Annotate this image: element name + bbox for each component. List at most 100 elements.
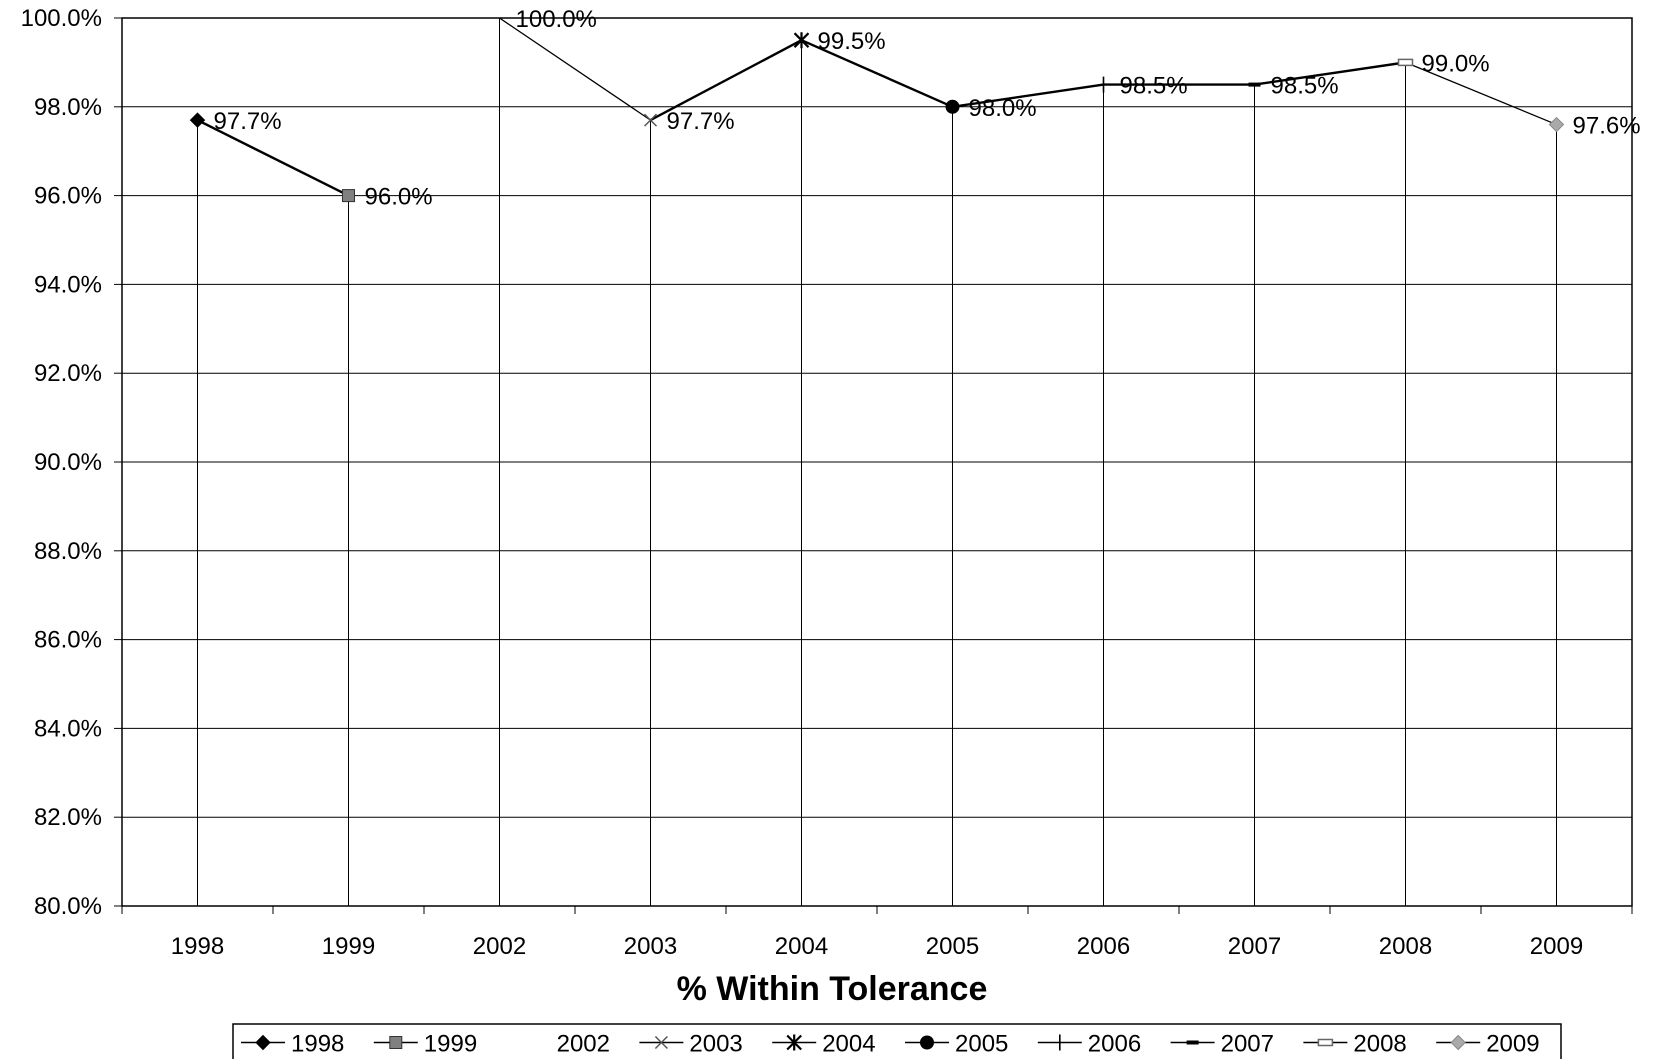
legend-marker-1998 (255, 1034, 271, 1051)
y-tick-label: 86.0% (34, 627, 102, 654)
x-tick-label: 1998 (171, 933, 224, 960)
legend-label-2003: 2003 (689, 1031, 742, 1058)
data-label-2002: 100.0% (516, 6, 597, 33)
series-line-2007-2008 (1254, 61, 1406, 86)
marker-2005 (945, 99, 960, 114)
marker-1999-shape (342, 189, 355, 203)
marker-2003 (643, 113, 658, 127)
y-tick-label: 90.0% (34, 449, 102, 476)
series-line-2008-2009 (1405, 61, 1557, 126)
x-tick-label: 2002 (473, 933, 526, 960)
series-lines (196, 17, 1557, 197)
marker-2007 (1248, 82, 1261, 87)
marker-1998 (189, 112, 206, 128)
legend-item-2008: 2008 (1303, 1031, 1407, 1058)
data-label-2006: 98.5% (1120, 73, 1188, 100)
data-label-2009: 97.6% (1573, 113, 1641, 140)
series-line-2002-2003 (499, 17, 651, 121)
series-line-2003-2004 (649, 39, 803, 122)
legend-marker-2007-shape (1186, 1040, 1199, 1045)
legend-item-2006: 2006 (1037, 1031, 1141, 1058)
x-tick-label: 2006 (1077, 933, 1130, 960)
x-tick-label: 2004 (775, 933, 828, 960)
marker-2004 (793, 32, 810, 49)
series-line-1998-1999 (196, 119, 350, 197)
legend-box (232, 1023, 1562, 1059)
gridlines (114, 17, 1633, 914)
data-label-2008: 99.0% (1422, 50, 1490, 77)
data-markers (189, 32, 1565, 203)
data-label-1999: 96.0% (365, 184, 433, 211)
legend-marker-2003-shape (654, 1035, 668, 1050)
marker-2009-shape (1548, 116, 1565, 133)
chart-title: % Within Tolerance (677, 970, 988, 1008)
legend-item-1998: 1998 (241, 1031, 344, 1058)
legend-marker-1998-shape (255, 1034, 271, 1051)
legend-marker-2005-shape (920, 1035, 934, 1050)
legend-label-2004: 2004 (822, 1031, 875, 1058)
y-tick-label: 82.0% (34, 804, 102, 831)
plot-area-border (121, 17, 1633, 907)
y-tick-label: 96.0% (34, 183, 102, 210)
data-labels: 97.7% 96.0% 100.0% 97.7% 99.5% 98.0% 98.5% 98.5… (214, 6, 1641, 211)
series-line-2004-2005 (801, 39, 953, 108)
legend-marker-2008-shape (1317, 1038, 1334, 1047)
data-label-2003: 97.7% (667, 108, 735, 135)
legend-marker-1999 (389, 1036, 403, 1049)
x-tick-label: 2008 (1379, 933, 1432, 960)
y-tick-label: 94.0% (34, 271, 102, 298)
data-label-1998: 97.7% (214, 108, 282, 135)
marker-2004-shape (793, 32, 810, 49)
y-tick-label: 100.0% (21, 5, 102, 32)
marker-1998-shape (189, 112, 206, 128)
x-tick-label: 2003 (624, 933, 677, 960)
legend-item-2004: 2004 (772, 1031, 876, 1058)
x-tick-label: 1999 (322, 933, 375, 960)
legend: 1998 1999 2002 2003 2004 2005 2006 2007 2008 2009 (232, 1023, 1562, 1059)
x-tick-label: 2005 (926, 933, 979, 960)
legend-item-2009: 2009 (1436, 1031, 1540, 1058)
legend-marker-2005 (920, 1035, 934, 1050)
legend-item-2003: 2003 (639, 1031, 743, 1058)
legend-item-1999: 1999 (373, 1031, 477, 1058)
x-axis-tick-labels: 1998 1999 2002 2003 2004 2005 2006 2007 2008 2009 (171, 933, 1583, 960)
y-tick-label: 92.0% (34, 360, 102, 387)
series-line-2005-2006 (952, 83, 1104, 108)
legend-label-1999: 1999 (424, 1031, 477, 1058)
marker-2008 (1397, 58, 1414, 67)
data-label-2005: 98.0% (969, 95, 1037, 122)
y-tick-label: 84.0% (34, 715, 102, 742)
legend-item-2005: 2005 (905, 1031, 1008, 1058)
y-tick-label: 98.0% (34, 94, 102, 121)
legend-label-1998: 1998 (291, 1031, 344, 1058)
marker-2007-shape (1248, 82, 1261, 87)
y-tick-label: 88.0% (34, 538, 102, 565)
marker-1999 (342, 189, 355, 203)
y-axis-tick-labels: 80.0% 82.0% 84.0% 86.0% 88.0% 90.0% 92.0% 94.0%… (21, 5, 102, 920)
data-label-2007: 98.5% (1271, 73, 1339, 100)
legend-marker-2007 (1186, 1040, 1199, 1045)
y-tick-label: 80.0% (34, 893, 102, 920)
marker-2003-shape (643, 113, 658, 127)
legend-marker-2008 (1317, 1038, 1334, 1047)
legend-marker-2009-shape (1450, 1034, 1466, 1051)
legend-label-2009: 2009 (1486, 1031, 1539, 1058)
legend-marker-2004 (786, 1034, 802, 1051)
legend-marker-1999-shape (389, 1036, 403, 1049)
marker-2008-shape (1397, 58, 1414, 67)
legend-marker-2003 (654, 1035, 668, 1050)
legend-label-2008: 2008 (1353, 1031, 1406, 1058)
legend-marker-2009 (1450, 1034, 1466, 1051)
legend-label-2007: 2007 (1221, 1031, 1274, 1058)
legend-label-2005: 2005 (955, 1031, 1008, 1058)
x-tick-label: 2007 (1228, 933, 1281, 960)
legend-item-2002: 2002 (557, 1031, 610, 1058)
legend-marker-2004-shape (786, 1034, 802, 1051)
legend-item-2007: 2007 (1170, 1031, 1274, 1058)
data-label-2004: 99.5% (818, 28, 886, 55)
legend-label-2002: 2002 (557, 1031, 610, 1058)
legend-label-2006: 2006 (1088, 1031, 1141, 1058)
marker-2009 (1548, 116, 1565, 133)
x-tick-label: 2009 (1530, 933, 1583, 960)
